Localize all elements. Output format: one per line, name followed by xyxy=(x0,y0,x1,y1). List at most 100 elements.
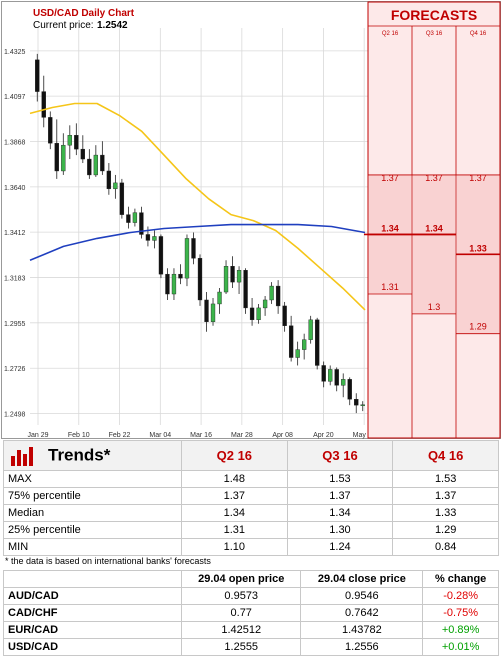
fx-row-audcad: AUD/CAD 0.9573 0.9546 -0.28% xyxy=(3,587,499,605)
candle-body xyxy=(236,270,242,283)
forecast-column-label: Q2 16 xyxy=(382,31,399,37)
fx-close: 0.9546 xyxy=(300,587,424,605)
fx-change: +0.89% xyxy=(422,621,499,639)
y-tick-label: 1.3640 xyxy=(4,185,26,192)
candle-body xyxy=(275,285,281,307)
y-tick-label: 1.3868 xyxy=(4,140,26,147)
fx-pair: EUR/CAD xyxy=(3,621,182,639)
trends-cell: 1.29 xyxy=(392,521,499,539)
forecast-median-label: 1.33 xyxy=(469,243,487,253)
x-tick-label: Feb 22 xyxy=(109,432,131,439)
y-tick-label: 1.3412 xyxy=(4,230,26,237)
fx-row-usdcad: USD/CAD 1.2555 1.2556 +0.01% xyxy=(3,638,499,656)
candle-body xyxy=(74,135,79,150)
y-tick-label: 1.2726 xyxy=(4,366,26,373)
candle-body xyxy=(315,319,320,366)
candle-body xyxy=(100,154,105,172)
candle-body xyxy=(106,170,112,190)
fx-close: 1.43782 xyxy=(300,621,424,639)
candle-body xyxy=(139,212,144,235)
candle-body xyxy=(145,234,151,241)
candle-body xyxy=(80,148,85,160)
trends-table: Trends* Q2 16 Q3 16 Q4 16 MAX 1.48 1.53 … xyxy=(3,440,499,556)
forecast-low-label: 1.31 xyxy=(381,282,399,292)
candle-body xyxy=(48,117,53,144)
fx-row-eurcad: EUR/CAD 1.42512 1.43782 +0.89% xyxy=(3,621,499,639)
x-tick-label: Mar 04 xyxy=(149,432,171,439)
candle-body xyxy=(223,266,229,293)
fx-header-blank xyxy=(3,570,182,588)
fx-header-row: 29.04 open price 29.04 close price % cha… xyxy=(3,570,499,588)
candle-body xyxy=(178,273,183,279)
candle-body xyxy=(308,319,313,340)
trends-cell: 1.53 xyxy=(392,470,499,488)
candle-body xyxy=(35,59,40,92)
fx-header-change: % change xyxy=(422,570,499,588)
candle-body xyxy=(171,273,177,295)
candle-body xyxy=(347,379,352,400)
fx-change: +0.01% xyxy=(422,638,499,656)
forecast-range xyxy=(413,174,455,314)
candle-body xyxy=(126,214,131,223)
y-tick-label: 1.3183 xyxy=(4,276,26,283)
fx-pair: AUD/CAD xyxy=(3,587,182,605)
trends-row-median: Median 1.34 1.34 1.33 xyxy=(3,504,499,522)
trends-row-max: MAX 1.48 1.53 1.53 xyxy=(3,470,499,488)
forecast-column-label: Q3 16 xyxy=(426,31,443,37)
forecast-title: FORECASTS xyxy=(391,7,477,23)
trends-cell: 1.48 xyxy=(181,470,288,488)
candle-body xyxy=(328,369,333,382)
current-price-value: 1.2542 xyxy=(97,20,128,31)
trends-cell: 1.37 xyxy=(392,487,499,505)
candle-body xyxy=(119,182,125,215)
fx-row-cadchf: CAD/CHF 0.77 0.7642 -0.75% xyxy=(3,604,499,622)
trends-row-label: 25% percentile xyxy=(3,521,182,539)
forecast-high-label: 1.37 xyxy=(469,173,487,183)
trends-cell: 1.34 xyxy=(181,504,288,522)
trends-cell: 1.53 xyxy=(286,470,394,488)
candle-body xyxy=(360,404,365,406)
x-tick-label: Apr 20 xyxy=(313,432,334,439)
trends-cell: 0.84 xyxy=(392,538,499,556)
trends-col-q2: Q2 16 xyxy=(181,440,288,471)
trends-cell: 1.31 xyxy=(181,521,288,539)
fx-change: -0.75% xyxy=(422,604,499,622)
y-tick-label: 1.4325 xyxy=(4,49,26,56)
candle-body xyxy=(262,299,268,309)
candle-body xyxy=(210,303,216,323)
candle-body xyxy=(132,212,138,223)
y-tick-label: 1.4097 xyxy=(4,94,26,101)
fx-open: 1.2555 xyxy=(180,638,302,656)
trends-cell: 1.37 xyxy=(181,487,288,505)
candle-body xyxy=(282,305,287,326)
fx-pair: CAD/CHF xyxy=(3,604,182,622)
candle-body xyxy=(230,266,235,283)
candle-body xyxy=(269,285,274,301)
fx-close: 1.2556 xyxy=(300,638,424,656)
forecast-column-label: Q4 16 xyxy=(470,31,487,37)
candle-body xyxy=(54,142,59,172)
fx-open: 1.42512 xyxy=(180,621,302,639)
candle-body xyxy=(87,158,92,176)
candle-body xyxy=(334,369,339,386)
forecast-low-label: 1.3 xyxy=(428,302,441,312)
candle-body xyxy=(61,144,66,172)
current-price-label: Current price: xyxy=(33,20,94,31)
candle-body xyxy=(243,270,248,309)
candle-body xyxy=(295,349,300,358)
candle-body xyxy=(321,365,326,382)
candle-body xyxy=(341,379,346,386)
forecast-median-label: 1.34 xyxy=(425,223,443,233)
fx-open: 0.9573 xyxy=(180,587,302,605)
candle-body xyxy=(204,299,209,323)
candle-body xyxy=(302,339,307,350)
candle-body xyxy=(113,182,118,190)
trends-col-q4: Q4 16 xyxy=(392,440,499,471)
trends-row-label: Median xyxy=(3,504,182,522)
footnote: * the data is based on international ban… xyxy=(5,556,211,566)
trends-header-row: Trends* Q2 16 Q3 16 Q4 16 xyxy=(3,440,499,471)
x-tick-label: Feb 10 xyxy=(68,432,90,439)
trends-cell: 1.34 xyxy=(286,504,394,522)
trends-cell: 1.24 xyxy=(286,538,394,556)
candle-body xyxy=(249,307,255,321)
